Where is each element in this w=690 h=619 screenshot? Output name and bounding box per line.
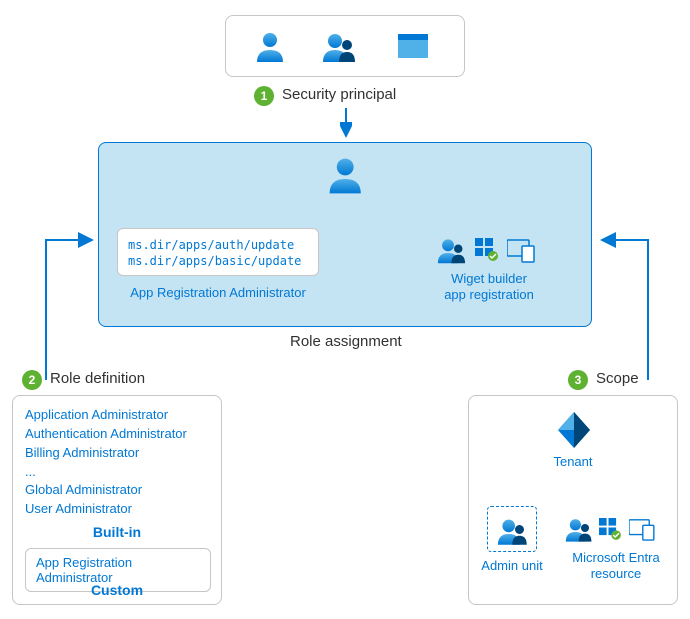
entra-grid-icon: [599, 518, 621, 540]
role-assignment-box: ms.dir/apps/auth/update ms.dir/apps/basi…: [98, 142, 592, 327]
badge-1: 1: [254, 86, 274, 106]
badge-2: 2: [22, 370, 42, 390]
builtin-roles-list: Application Administrator Authentication…: [13, 396, 221, 529]
arrow-right-up: [590, 232, 660, 382]
role-item: Global Administrator: [25, 481, 209, 500]
scope-label: Scope: [596, 370, 639, 387]
app-reg-admin-caption: App Registration Administrator: [117, 285, 319, 300]
role-item: ...: [25, 463, 209, 482]
badge-3: 3: [568, 370, 588, 390]
security-principal-box: [225, 15, 465, 77]
permission-line-1: ms.dir/apps/auth/update: [128, 237, 308, 253]
app-window-icon: [396, 30, 430, 64]
grid-icon: [475, 238, 499, 262]
scope-box: Tenant Admin unit Microsoft Entra resour…: [468, 395, 678, 605]
entra-label-2: resource: [561, 566, 671, 581]
permission-line-2: ms.dir/apps/basic/update: [128, 253, 308, 269]
user-icon: [254, 30, 288, 64]
builtin-label: Built-in: [13, 524, 221, 540]
tenant-label: Tenant: [469, 454, 677, 469]
arrow-left-up: [36, 232, 106, 382]
entra-label-1: Microsoft Entra: [561, 550, 671, 565]
admin-unit-selection: [487, 506, 537, 552]
assigned-user-icon: [326, 155, 366, 195]
entra-group-icon: [565, 516, 593, 542]
role-assignment-label: Role assignment: [290, 333, 402, 350]
group-icon-2: [437, 236, 467, 264]
widget-builder-line1: Wiget builder: [429, 271, 549, 286]
widget-builder-line2: app registration: [429, 287, 549, 302]
admin-unit-label: Admin unit: [475, 558, 549, 573]
security-principal-label: Security principal: [282, 86, 396, 103]
custom-label: Custom: [13, 582, 221, 598]
tenant-icon: [554, 410, 594, 450]
role-item: Authentication Administrator: [25, 425, 209, 444]
devices-icon: [507, 238, 537, 264]
entra-devices-icon: [629, 518, 657, 542]
role-item: Billing Administrator: [25, 444, 209, 463]
role-item: Application Administrator: [25, 406, 209, 425]
admin-unit-icon: [497, 516, 529, 546]
arrow-top-down: [340, 108, 352, 142]
role-item: User Administrator: [25, 500, 209, 519]
permissions-box: ms.dir/apps/auth/update ms.dir/apps/basi…: [117, 228, 319, 276]
group-icon: [322, 30, 358, 64]
role-definition-box: Application Administrator Authentication…: [12, 395, 222, 605]
role-definition-label: Role definition: [50, 370, 145, 387]
